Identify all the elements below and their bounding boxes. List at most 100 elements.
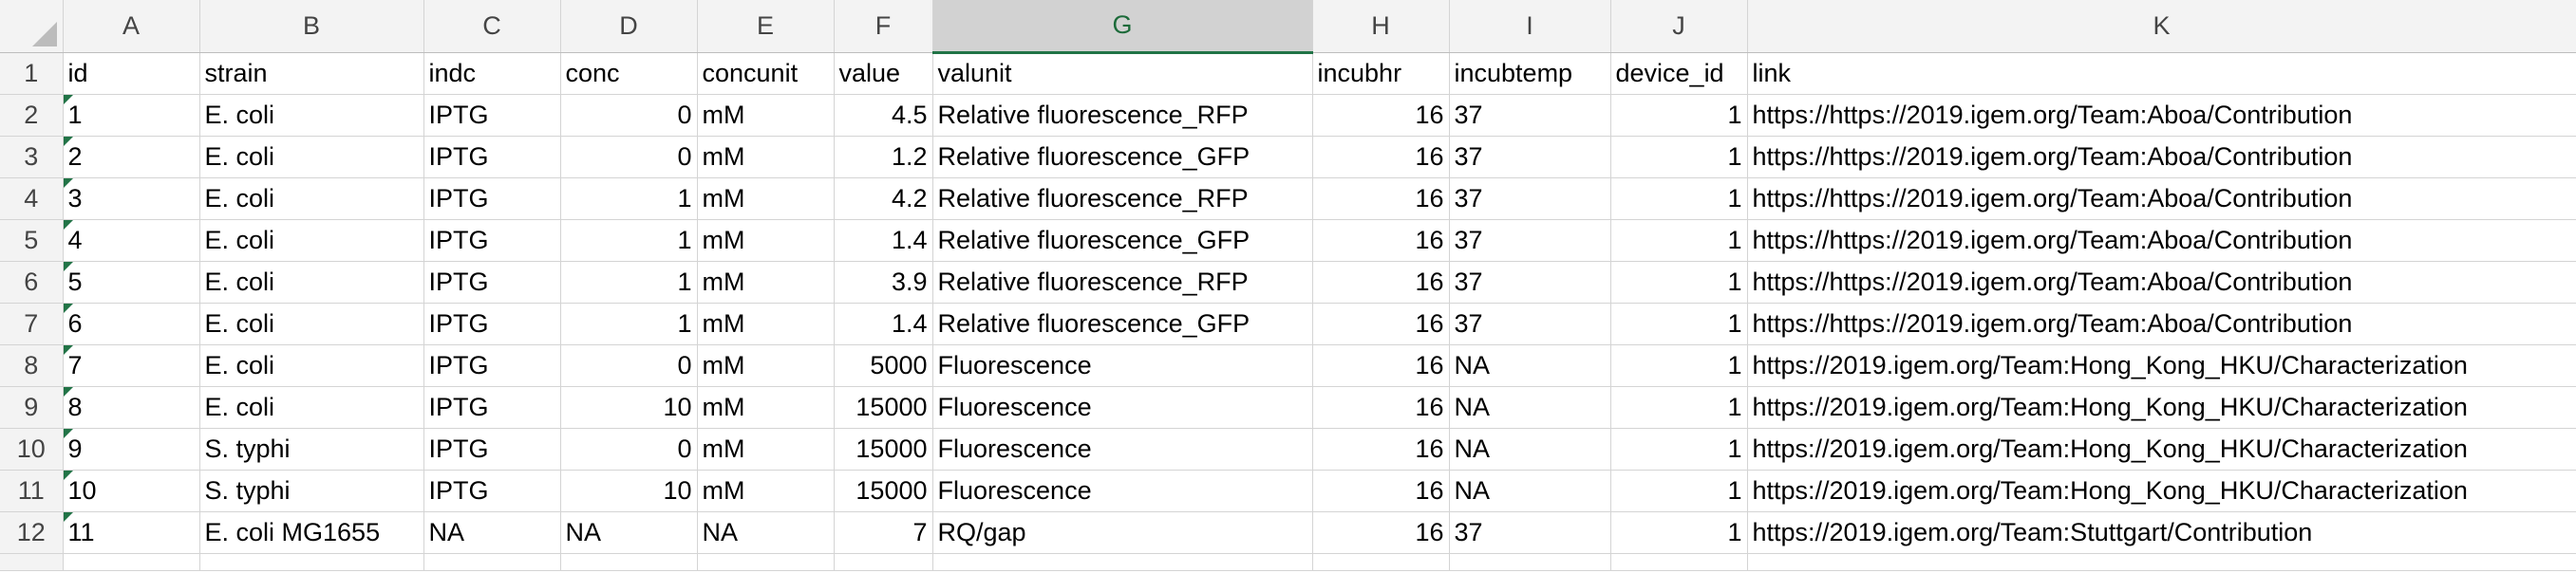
column-header-j[interactable]: J <box>1610 0 1748 53</box>
cell-j9[interactable]: 1 <box>1610 386 1748 429</box>
select-all-button[interactable] <box>0 0 64 53</box>
cell-c6[interactable]: IPTG <box>423 261 561 304</box>
cell-k11[interactable]: https://2019.igem.org/Team:Hong_Kong_HKU… <box>1747 470 2576 512</box>
empty-cell[interactable] <box>560 553 698 571</box>
cell-h8[interactable]: 16 <box>1312 344 1450 387</box>
cell-a1[interactable]: id <box>63 52 200 95</box>
cell-a9[interactable]: 8 <box>63 386 200 429</box>
cell-g7[interactable]: Relative fluorescence_GFP <box>932 303 1313 345</box>
cell-k10[interactable]: https://2019.igem.org/Team:Hong_Kong_HKU… <box>1747 428 2576 471</box>
cell-g3[interactable]: Relative fluorescence_GFP <box>932 136 1313 178</box>
empty-cell[interactable] <box>1449 553 1611 571</box>
cell-g4[interactable]: Relative fluorescence_RFP <box>932 177 1313 220</box>
cell-k8[interactable]: https://2019.igem.org/Team:Hong_Kong_HKU… <box>1747 344 2576 387</box>
cell-f9[interactable]: 15000 <box>834 386 933 429</box>
cell-b10[interactable]: S. typhi <box>199 428 424 471</box>
row-header[interactable]: 1 <box>0 52 64 95</box>
cell-f2[interactable]: 4.5 <box>834 94 933 137</box>
column-header-d[interactable]: D <box>560 0 698 53</box>
cell-f5[interactable]: 1.4 <box>834 219 933 262</box>
empty-cell[interactable] <box>423 553 561 571</box>
cell-k12[interactable]: https://2019.igem.org/Team:Stuttgart/Con… <box>1747 511 2576 554</box>
cell-k1[interactable]: link <box>1747 52 2576 95</box>
cell-b1[interactable]: strain <box>199 52 424 95</box>
cell-i1[interactable]: incubtemp <box>1449 52 1611 95</box>
cell-j4[interactable]: 1 <box>1610 177 1748 220</box>
cell-d2[interactable]: 0 <box>560 94 698 137</box>
cell-f1[interactable]: value <box>834 52 933 95</box>
cell-g6[interactable]: Relative fluorescence_RFP <box>932 261 1313 304</box>
cell-c9[interactable]: IPTG <box>423 386 561 429</box>
cell-g2[interactable]: Relative fluorescence_RFP <box>932 94 1313 137</box>
cell-j11[interactable]: 1 <box>1610 470 1748 512</box>
cell-k7[interactable]: https://https://2019.igem.org/Team:Aboa/… <box>1747 303 2576 345</box>
cell-d6[interactable]: 1 <box>560 261 698 304</box>
column-header-g[interactable]: G <box>932 0 1313 54</box>
cell-g5[interactable]: Relative fluorescence_GFP <box>932 219 1313 262</box>
cell-a8[interactable]: 7 <box>63 344 200 387</box>
cell-d10[interactable]: 0 <box>560 428 698 471</box>
cell-i7[interactable]: 37 <box>1449 303 1611 345</box>
cell-b4[interactable]: E. coli <box>199 177 424 220</box>
row-header[interactable]: 11 <box>0 470 64 512</box>
cell-c7[interactable]: IPTG <box>423 303 561 345</box>
cell-c5[interactable]: IPTG <box>423 219 561 262</box>
cell-b9[interactable]: E. coli <box>199 386 424 429</box>
cell-h11[interactable]: 16 <box>1312 470 1450 512</box>
cell-g10[interactable]: Fluorescence <box>932 428 1313 471</box>
cell-b12[interactable]: E. coli MG1655 <box>199 511 424 554</box>
cell-b3[interactable]: E. coli <box>199 136 424 178</box>
cell-k6[interactable]: https://https://2019.igem.org/Team:Aboa/… <box>1747 261 2576 304</box>
cell-h9[interactable]: 16 <box>1312 386 1450 429</box>
cell-i4[interactable]: 37 <box>1449 177 1611 220</box>
cell-h12[interactable]: 16 <box>1312 511 1450 554</box>
column-header-k[interactable]: K <box>1747 0 2576 53</box>
cell-g11[interactable]: Fluorescence <box>932 470 1313 512</box>
cell-a12[interactable]: 11 <box>63 511 200 554</box>
cell-d4[interactable]: 1 <box>560 177 698 220</box>
column-header-c[interactable]: C <box>423 0 561 53</box>
cell-h3[interactable]: 16 <box>1312 136 1450 178</box>
cell-b11[interactable]: S. typhi <box>199 470 424 512</box>
row-header[interactable]: 8 <box>0 344 64 387</box>
cell-j10[interactable]: 1 <box>1610 428 1748 471</box>
cell-a5[interactable]: 4 <box>63 219 200 262</box>
cell-i12[interactable]: 37 <box>1449 511 1611 554</box>
cell-e12[interactable]: NA <box>697 511 835 554</box>
cell-f8[interactable]: 5000 <box>834 344 933 387</box>
cell-k3[interactable]: https://https://2019.igem.org/Team:Aboa/… <box>1747 136 2576 178</box>
cell-g9[interactable]: Fluorescence <box>932 386 1313 429</box>
cell-d3[interactable]: 0 <box>560 136 698 178</box>
empty-cell[interactable] <box>932 553 1313 571</box>
row-header[interactable]: 10 <box>0 428 64 471</box>
cell-a4[interactable]: 3 <box>63 177 200 220</box>
cell-c3[interactable]: IPTG <box>423 136 561 178</box>
cell-g12[interactable]: RQ/gap <box>932 511 1313 554</box>
cell-e2[interactable]: mM <box>697 94 835 137</box>
row-header[interactable]: 2 <box>0 94 64 137</box>
row-header[interactable]: 6 <box>0 261 64 304</box>
empty-cell[interactable] <box>834 553 933 571</box>
cell-d7[interactable]: 1 <box>560 303 698 345</box>
cell-j1[interactable]: device_id <box>1610 52 1748 95</box>
row-header[interactable]: 9 <box>0 386 64 429</box>
column-header-i[interactable]: I <box>1449 0 1611 53</box>
cell-j6[interactable]: 1 <box>1610 261 1748 304</box>
cell-i9[interactable]: NA <box>1449 386 1611 429</box>
cell-e10[interactable]: mM <box>697 428 835 471</box>
cell-e8[interactable]: mM <box>697 344 835 387</box>
empty-cell[interactable] <box>697 553 835 571</box>
cell-d11[interactable]: 10 <box>560 470 698 512</box>
cell-c4[interactable]: IPTG <box>423 177 561 220</box>
cell-h4[interactable]: 16 <box>1312 177 1450 220</box>
cell-c1[interactable]: indc <box>423 52 561 95</box>
cell-i8[interactable]: NA <box>1449 344 1611 387</box>
cell-i10[interactable]: NA <box>1449 428 1611 471</box>
cell-f3[interactable]: 1.2 <box>834 136 933 178</box>
cell-i11[interactable]: NA <box>1449 470 1611 512</box>
cell-f7[interactable]: 1.4 <box>834 303 933 345</box>
cell-f11[interactable]: 15000 <box>834 470 933 512</box>
cell-a2[interactable]: 1 <box>63 94 200 137</box>
row-header[interactable]: 12 <box>0 511 64 554</box>
cell-e5[interactable]: mM <box>697 219 835 262</box>
